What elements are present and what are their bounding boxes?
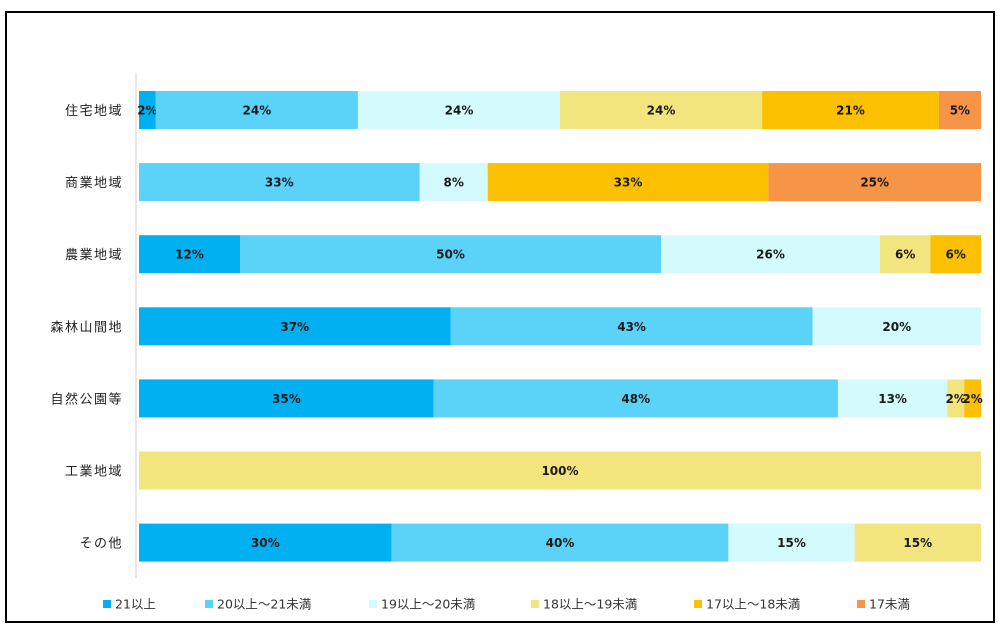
data-label: 33% [614, 176, 643, 190]
bar-segment [947, 379, 965, 418]
data-label: 40% [546, 536, 575, 550]
legend-label: 21以上 [115, 597, 156, 612]
bar-segment [419, 163, 488, 202]
category-label: 自然公園等 [50, 391, 123, 407]
legend-label: 19以上～20未満 [381, 597, 475, 612]
legend-label: 17以上～18未満 [706, 597, 800, 612]
bar-segment [964, 379, 981, 418]
data-label: 37% [280, 320, 309, 334]
legend-swatch [205, 600, 213, 608]
bar-segment [155, 91, 358, 129]
legend-swatch [103, 600, 111, 608]
legend-item: 19以上～20未満 [369, 597, 475, 612]
bar-segment [450, 307, 813, 346]
data-label: 2% [946, 392, 966, 406]
data-label: 15% [777, 536, 806, 550]
bar-segment [812, 307, 981, 346]
legend-label: 17未満 [869, 597, 910, 612]
legend: 21以上 20以上～21未満 19以上～20未満 18以上～19未満 17以上～18未満… [103, 597, 910, 612]
bar-segment [357, 91, 560, 129]
category-label: 森林山間地 [50, 320, 123, 335]
category-label: その他 [79, 537, 123, 552]
bar-segment [139, 235, 240, 274]
legend-swatch [857, 600, 865, 608]
data-label: 24% [445, 104, 474, 118]
data-label: 24% [647, 104, 676, 118]
legend-swatch [531, 600, 539, 608]
bar-segment [433, 379, 838, 418]
data-label: 13% [878, 392, 907, 406]
bar-segment [560, 91, 763, 129]
bar-segment [139, 307, 451, 346]
legend-item: 20以上～21未満 [205, 597, 311, 612]
legend-item: 18以上～19未満 [531, 597, 637, 612]
bar-segment [139, 379, 434, 418]
data-label: 24% [243, 104, 272, 118]
data-label: 12% [175, 248, 204, 262]
legend-item: 21以上 [103, 597, 156, 612]
bar-segment [661, 235, 880, 274]
data-label: 25% [860, 176, 889, 190]
category-label: 工業地域 [65, 464, 123, 480]
bar-segment [762, 91, 939, 129]
data-label: 48% [621, 392, 650, 406]
bar-segment [930, 235, 981, 274]
data-label: 30% [251, 536, 280, 550]
bar-segment [139, 163, 420, 202]
legend-swatch [369, 600, 377, 608]
data-label: 8% [444, 176, 464, 190]
bar-segment [139, 451, 981, 490]
bar-segment [837, 379, 948, 418]
data-label: 6% [946, 248, 966, 262]
data-label: 21% [836, 104, 865, 118]
bar-segment [139, 91, 156, 129]
bar-segment [880, 235, 931, 274]
data-label: 2% [137, 104, 157, 118]
data-label: 15% [903, 536, 932, 550]
bar-segment [240, 235, 661, 274]
legend-item: 17以上～18未満 [694, 597, 800, 612]
data-label: 20% [882, 320, 911, 334]
legend-label: 18以上～19未満 [543, 597, 637, 612]
data-label: 35% [272, 392, 301, 406]
data-label: 100% [541, 464, 578, 478]
legend-item: 17未満 [857, 597, 910, 612]
category-label: 農業地域 [65, 247, 123, 263]
data-label: 6% [895, 248, 915, 262]
data-label: 33% [265, 176, 294, 190]
bar-segment [768, 163, 981, 202]
category-label: 商業地域 [65, 175, 123, 191]
bar-segment [938, 91, 981, 129]
data-label: 2% [962, 392, 982, 406]
bar-segment [139, 523, 392, 562]
bar-segment [728, 523, 855, 562]
category-label: 住宅地域 [65, 104, 123, 119]
data-label: 50% [436, 248, 465, 262]
bar-segment [854, 523, 981, 562]
legend-label: 20以上～21未満 [217, 597, 311, 612]
data-label: 26% [756, 248, 785, 262]
bar-segment [487, 163, 769, 202]
bar-segment [391, 523, 729, 562]
bars-group: 2% 24% 24% 24% 21% 5% 33% 8% 33% 25% 12% 50% 26% 6% 6%… [137, 91, 983, 562]
data-label: 43% [617, 320, 646, 334]
data-label: 5% [950, 104, 970, 118]
legend-swatch [694, 600, 702, 608]
